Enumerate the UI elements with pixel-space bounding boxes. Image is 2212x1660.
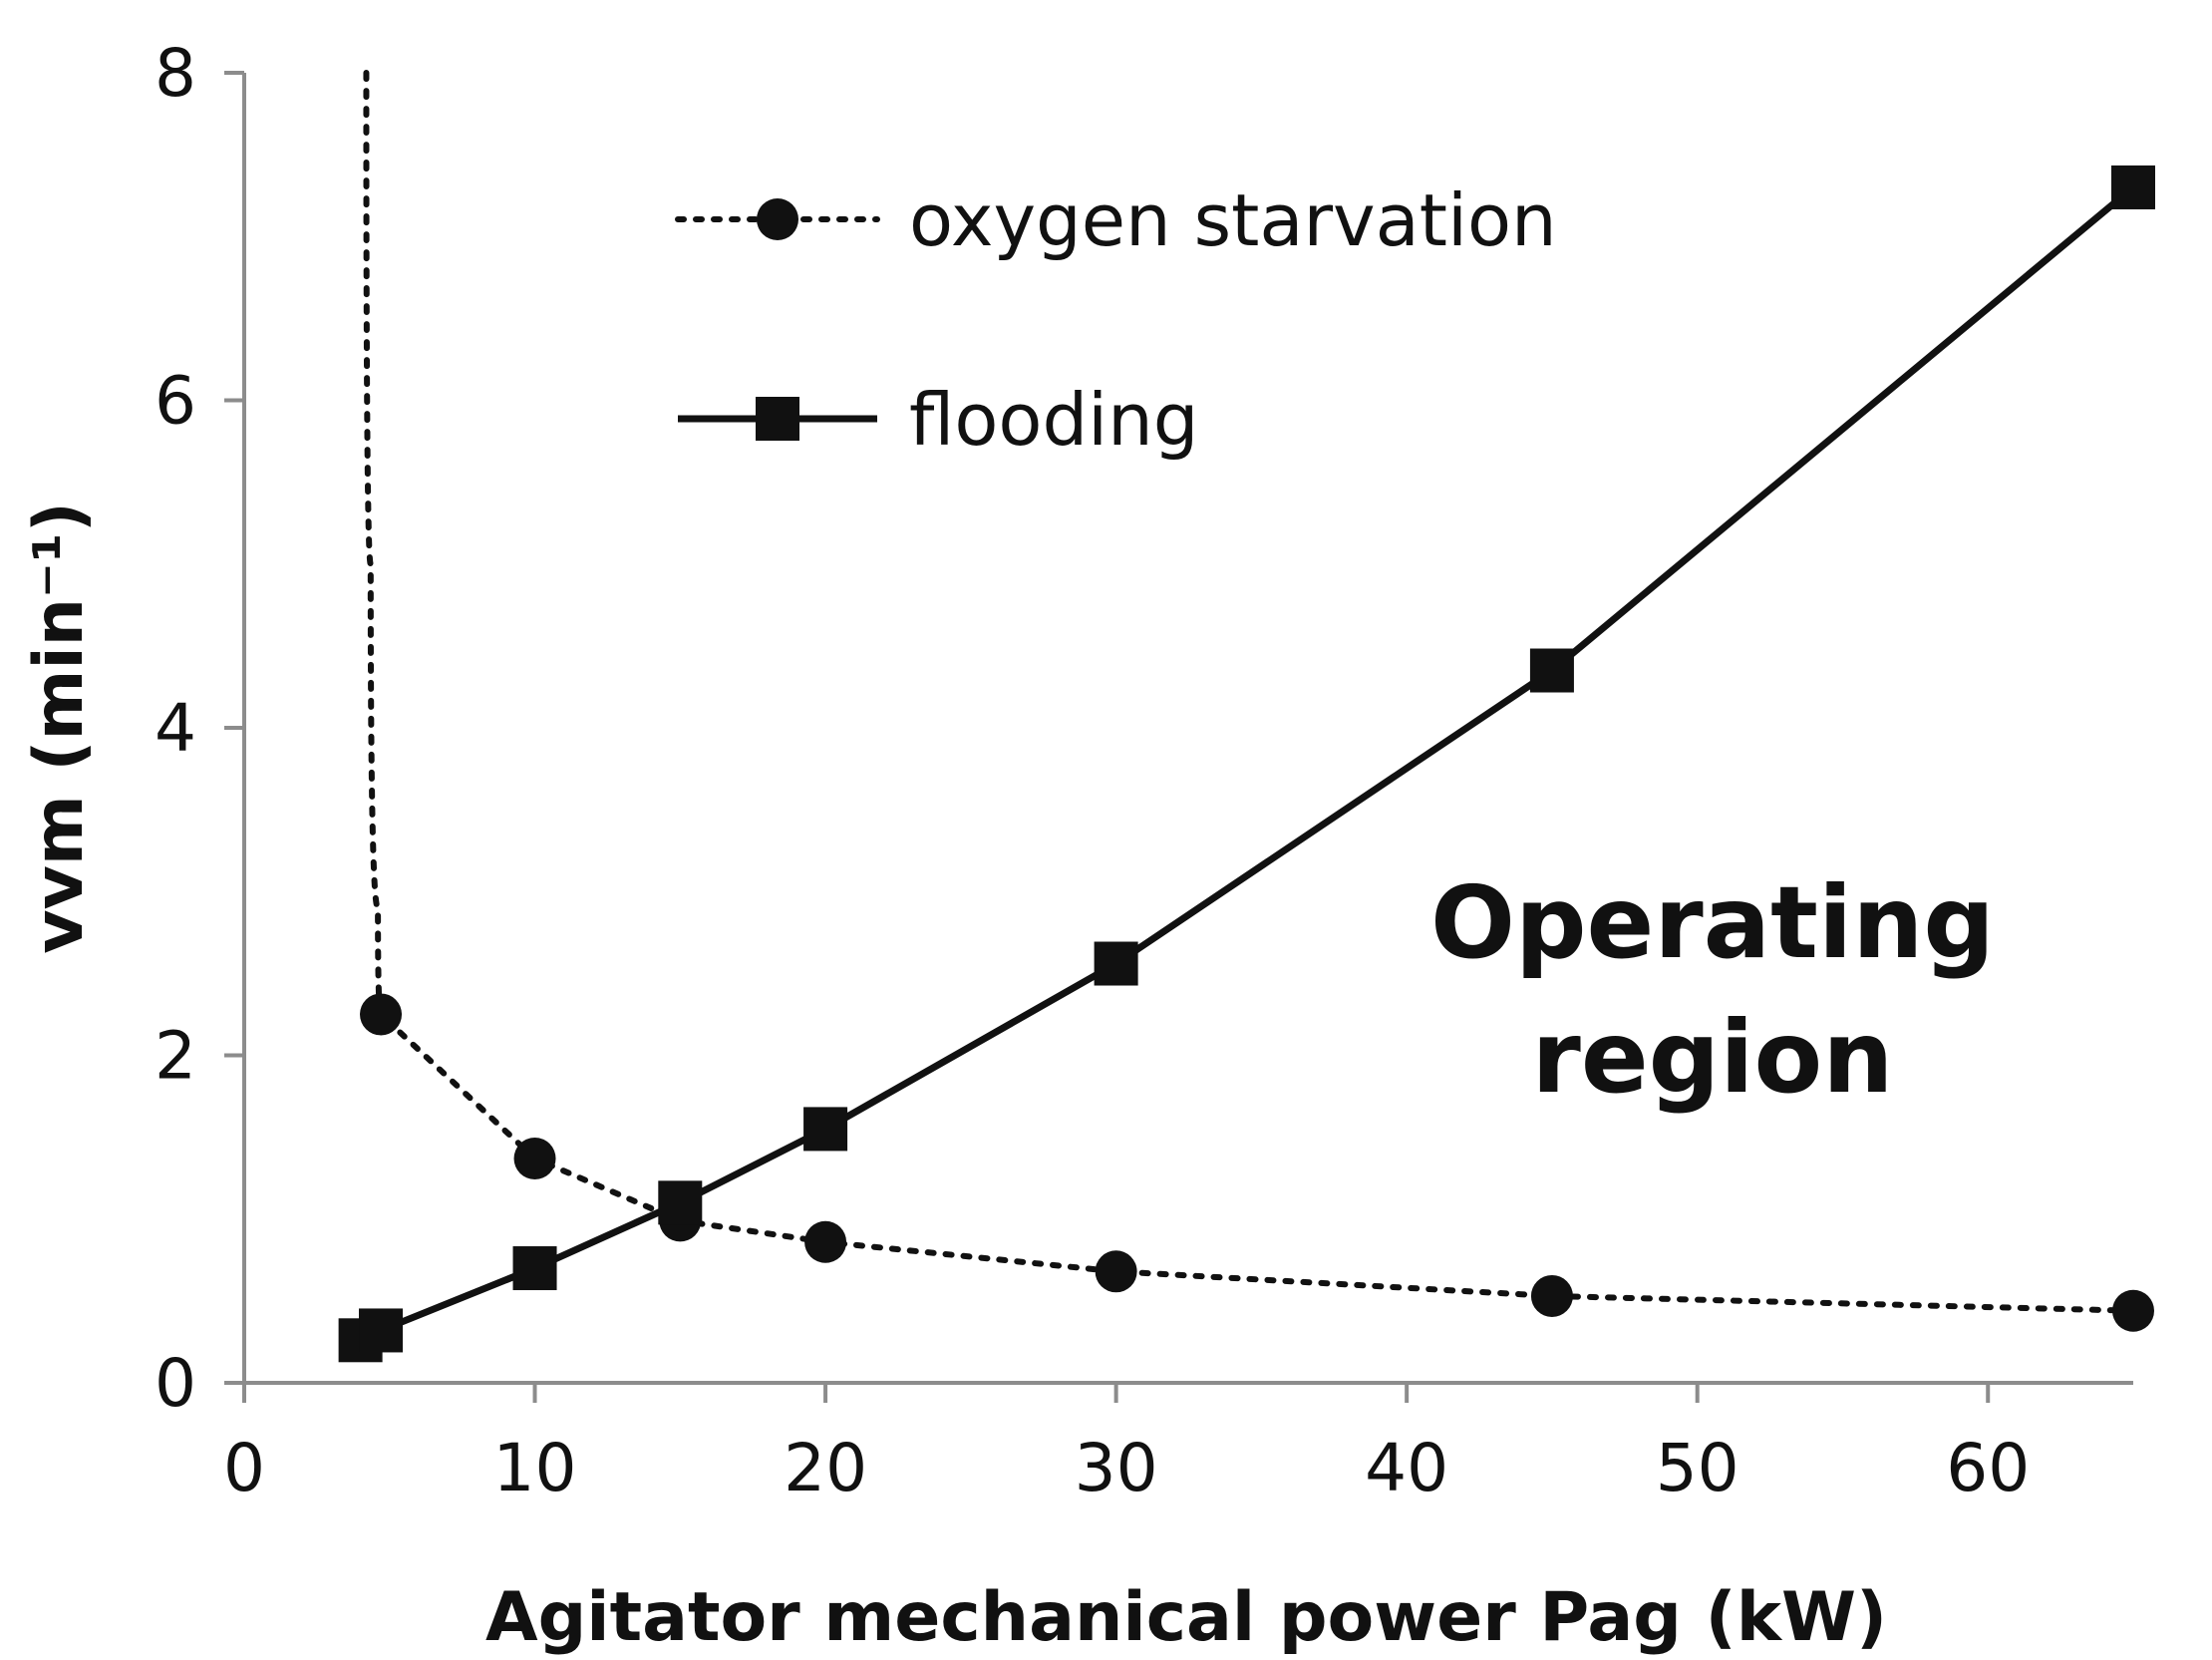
x-tick-label: 30 [1075,1430,1158,1506]
annotation-region: region [1532,999,1894,1116]
y-axis-title: vvm (min⁻¹) [20,501,99,954]
flooding-line [359,184,2136,1344]
flooding-point [2111,165,2155,209]
oxygen-starvation-line [363,70,2136,1314]
legend-item-oxygen-starvation: oxygen starvation [675,178,1557,262]
y-tick-label: 0 [155,1345,196,1422]
oxygen-starvation-point [1095,1250,1137,1293]
oxygen-starvation-point [513,1137,556,1179]
legend-item-flooding: flooding [678,378,1199,462]
legend-circle-marker [757,198,798,240]
oxygen-starvation-point [1530,1274,1573,1317]
flooding-point [359,1308,404,1353]
oxygen-starvation-point [804,1220,847,1263]
flooding-point [1094,941,1138,986]
flooding-point [1529,648,1574,693]
x-ticks: 0 10 20 30 40 50 60 [223,1383,2030,1506]
x-tick-label: 50 [1656,1430,1739,1506]
legend-square-marker [756,397,799,441]
oxygen-starvation-point [360,993,403,1036]
series-layer [338,70,2155,1363]
x-tick-label: 10 [493,1430,577,1506]
y-tick-label: 6 [155,363,196,440]
x-axis-title: Agitator mechanical power Pag (kW) [485,1578,1887,1657]
oxygen-starvation-point [2112,1289,2154,1332]
flooding-point [658,1180,703,1225]
y-tick-label: 4 [155,690,196,767]
y-tick-label: 8 [155,35,196,112]
y-tick-label: 2 [155,1018,196,1095]
y-ticks: 0 2 4 6 8 [155,35,244,1422]
legend-label-flooding: flooding [909,378,1199,462]
annotation-operating: Operating [1430,864,1995,981]
x-tick-label: 60 [1946,1430,2030,1506]
axes [242,73,2133,1385]
x-tick-label: 40 [1365,1430,1448,1506]
legend: oxygen starvation flooding [675,178,1557,462]
x-tick-label: 20 [784,1430,867,1506]
x-tick-label: 0 [223,1430,265,1506]
legend-label-oxygen-starvation: oxygen starvation [909,178,1557,262]
flooding-point [512,1246,557,1291]
flooding-point [803,1107,848,1152]
